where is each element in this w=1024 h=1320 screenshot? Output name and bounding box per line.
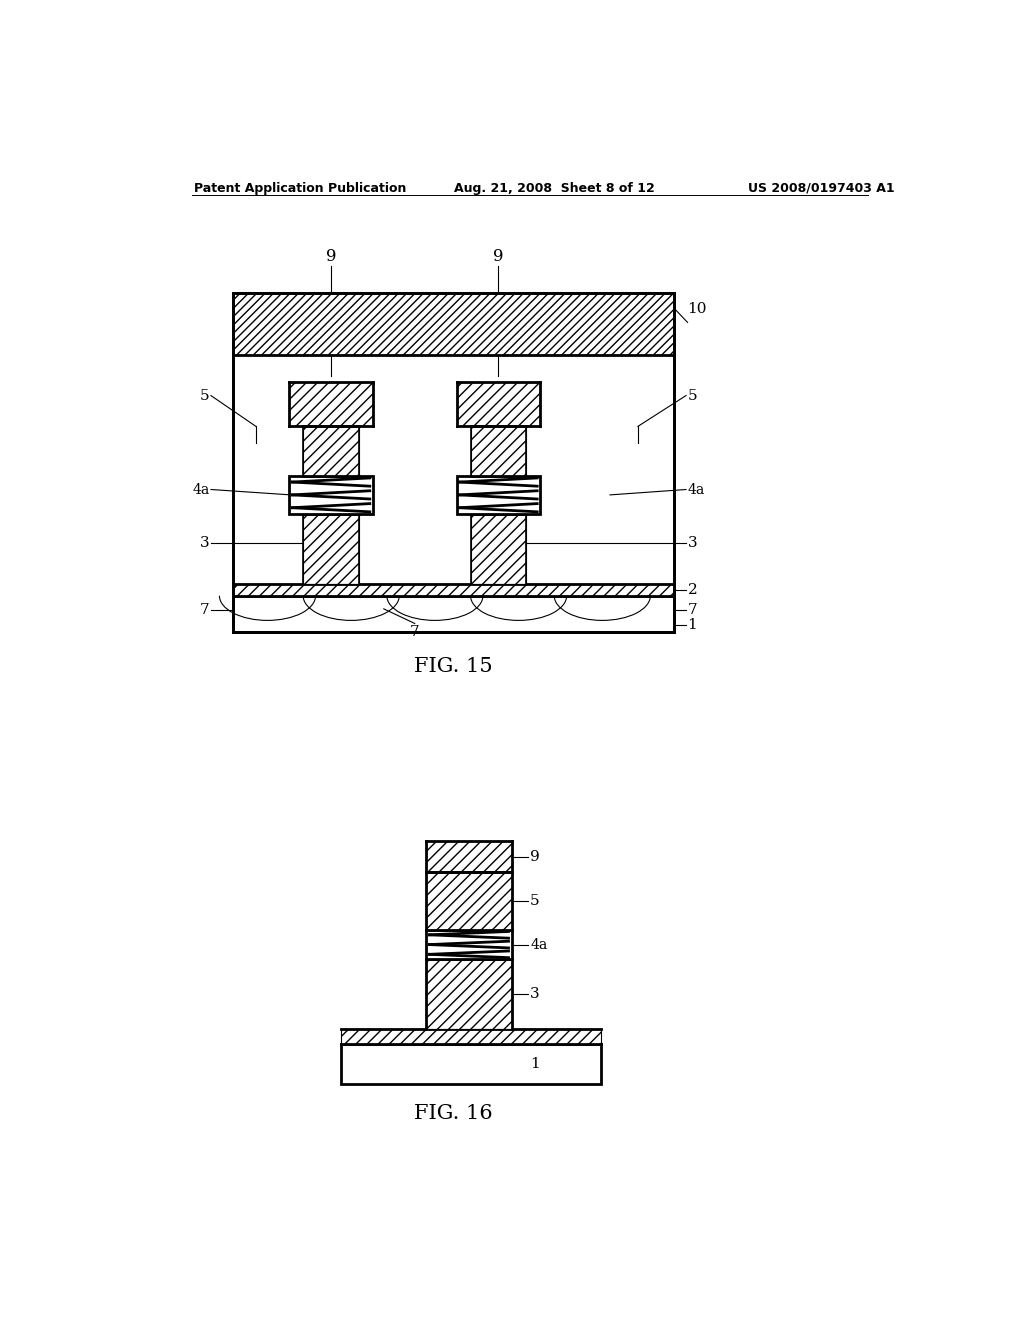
Bar [232,293,675,355]
Bar [457,381,541,426]
Text: 1: 1 [530,1057,540,1071]
Bar [426,873,512,929]
Text: 3: 3 [200,536,209,550]
Text: 3: 3 [687,536,697,550]
Text: FIG. 15: FIG. 15 [414,657,493,676]
Text: 4a: 4a [193,483,209,496]
Text: 7: 7 [687,603,697,616]
Bar [457,475,541,515]
Text: 9: 9 [326,248,336,264]
Bar [289,381,373,426]
Bar [232,293,675,632]
Bar [426,960,512,1028]
Text: 4a: 4a [530,937,548,952]
Bar [232,293,675,632]
Text: 9: 9 [530,850,540,863]
Bar [471,426,526,475]
Bar [303,426,359,475]
Bar [232,293,675,585]
Text: Aug. 21, 2008  Sheet 8 of 12: Aug. 21, 2008 Sheet 8 of 12 [454,182,654,194]
Text: 10: 10 [687,301,707,315]
Bar [232,585,675,595]
Bar [426,929,512,960]
Text: US 2008/0197403 A1: US 2008/0197403 A1 [748,182,895,194]
Text: 2: 2 [530,1030,540,1043]
Text: Patent Application Publication: Patent Application Publication [194,182,407,194]
Text: 3: 3 [530,987,540,1001]
Bar [341,1028,601,1044]
Text: FIG. 16: FIG. 16 [414,1104,493,1123]
Bar [471,515,526,585]
Bar [232,355,675,585]
Text: 7: 7 [410,626,420,639]
Bar [232,595,675,632]
Bar [341,1044,601,1084]
Text: 5: 5 [530,894,540,908]
Bar [426,841,512,873]
Text: 9: 9 [494,248,504,264]
Bar [289,475,373,515]
Text: 5: 5 [687,388,697,403]
Bar [303,515,359,585]
Text: 7: 7 [200,603,209,616]
Text: 4a: 4a [687,483,705,496]
Text: 1: 1 [687,618,697,632]
Text: 5: 5 [200,388,209,403]
Text: 2: 2 [687,582,697,597]
